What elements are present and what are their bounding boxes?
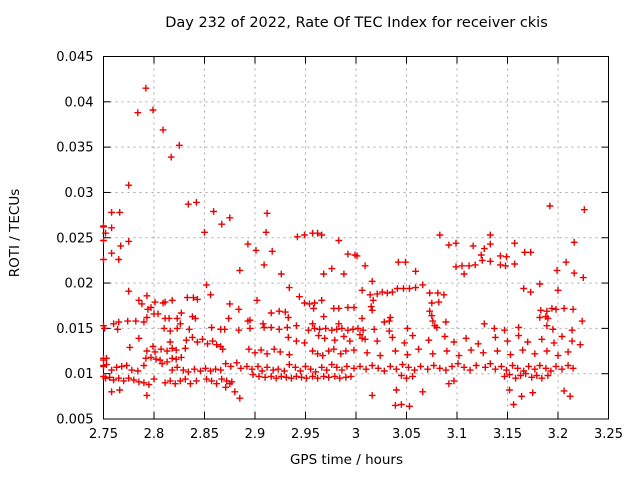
y-tick-label: 0.02 (65, 277, 94, 292)
y-tick-label: 0.015 (56, 322, 93, 337)
x-tick-label: 3.05 (392, 427, 421, 442)
x-tick-label: 3 (352, 427, 360, 442)
x-tick-label: 3.2 (548, 427, 569, 442)
y-tick-label: 0.03 (65, 186, 94, 201)
x-tick-label: 3.15 (493, 427, 522, 442)
x-tick-label: 3.1 (447, 427, 468, 442)
x-axis-title: GPS time / hours (289, 452, 404, 468)
y-tick-label: 0.04 (65, 95, 94, 110)
y-tick-labels: 0.005 0.01 0.015 0.02 0.025 0.03 0.035 0.04 0.04… (56, 50, 93, 428)
x-tick-label: 2.95 (291, 427, 320, 442)
chart-title: Day 232 of 2022, Rate Of TEC Index for r… (165, 15, 548, 31)
y-tick-label: 0.035 (56, 141, 93, 156)
y-tick-label: 0.01 (65, 367, 94, 382)
data-points (100, 84, 588, 410)
scatter-points (100, 84, 588, 410)
grid-lines (103, 56, 609, 419)
x-tick-label: 2.85 (190, 427, 219, 442)
y-tick-label: 0.005 (56, 413, 93, 428)
x-tick-label: 2.75 (89, 427, 118, 442)
y-tick-label: 0.045 (56, 50, 93, 65)
y-tick-label: 0.025 (56, 231, 93, 246)
x-tick-label: 2.9 (245, 427, 266, 442)
axis-ticks (103, 56, 609, 420)
x-tick-label: 3.25 (594, 427, 623, 442)
x-tick-labels: 2.75 2.8 2.85 2.9 2.95 3 3.05 3.1 3.15 3.2 3.25 (89, 427, 623, 442)
x-tick-label: 2.8 (144, 427, 165, 442)
